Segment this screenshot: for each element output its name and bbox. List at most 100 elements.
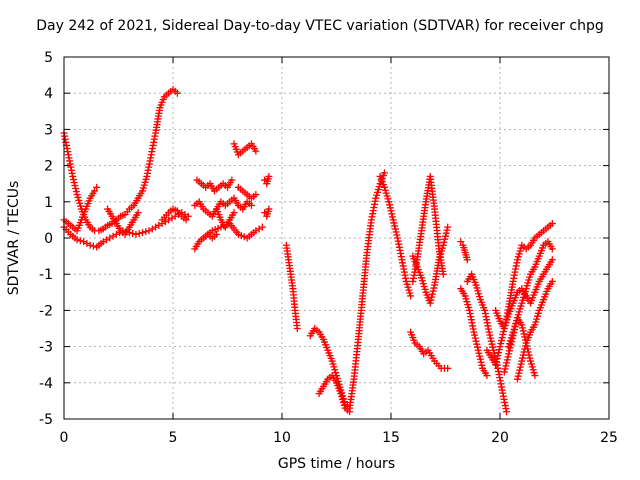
series-arc-2 (60, 209, 192, 251)
y-tick-label: 0 (44, 231, 53, 247)
data-point (213, 230, 221, 238)
series-arc-29 (457, 238, 471, 264)
data-point-interp (471, 334, 479, 342)
data-point (228, 176, 236, 184)
data-point (389, 216, 397, 224)
series-arc-15 (282, 241, 301, 332)
y-tick-label: 2 (44, 159, 53, 175)
data-point-interp (502, 362, 510, 370)
series-arc-23 (463, 270, 511, 416)
data-point (518, 357, 526, 365)
data-point-interp (497, 340, 505, 348)
data-point (182, 216, 190, 224)
data-point-interp (501, 365, 509, 373)
series-arc-13 (261, 172, 273, 188)
series-arc-18 (376, 172, 415, 300)
data-point-interp (486, 331, 494, 339)
data-point-interp (390, 219, 398, 227)
data-point (509, 332, 517, 340)
data-point-interp (89, 242, 97, 250)
data-point-interp (517, 360, 525, 368)
data-point-interp (428, 293, 436, 301)
data-point-interp (519, 327, 527, 335)
data-point-interp (476, 352, 484, 360)
series-arc-28 (500, 314, 539, 380)
data-point-interp (499, 331, 507, 339)
data-point-interp (511, 323, 519, 331)
x-tick-label: 10 (273, 430, 291, 446)
data-point (485, 328, 493, 336)
y-tick-label: -1 (39, 267, 53, 283)
data-point-interp (392, 228, 400, 236)
series-arc-17 (315, 372, 354, 416)
data-point-interp (487, 337, 495, 345)
data-point-interp (69, 175, 77, 183)
data-point-interp (523, 342, 531, 350)
data-point (265, 172, 273, 180)
y-tick-label: 1 (44, 195, 53, 211)
series-arc-14 (261, 205, 273, 220)
data-point-interp (504, 353, 512, 361)
data-point-interp (471, 331, 479, 339)
data-point-interp (388, 213, 396, 221)
data-point-interp (524, 345, 532, 353)
data-point (548, 220, 556, 228)
data-point-interp (386, 204, 394, 212)
data-point-interp (526, 354, 534, 362)
series-arc-19 (409, 172, 447, 285)
y-tick-label: 4 (44, 86, 53, 102)
data-point-interp (489, 343, 497, 351)
x-axis-label: GPS time / hours (277, 456, 396, 472)
data-point-interp (521, 333, 529, 341)
data-point (69, 172, 77, 180)
data-point-interp (487, 334, 495, 342)
data-point (500, 368, 508, 376)
data-point (93, 183, 101, 191)
data-point-interp (443, 226, 451, 234)
data-point (548, 256, 556, 264)
y-tick-label: 5 (44, 50, 53, 66)
data-point-interp (495, 346, 503, 354)
data-point (531, 372, 539, 380)
data-point-interp (510, 329, 518, 337)
plot-frame (63, 56, 610, 420)
data-point (439, 270, 447, 278)
series-arc-7 (191, 194, 255, 220)
data-point-interp (428, 290, 436, 298)
data-point-interp (494, 352, 502, 360)
y-tick-label: -5 (39, 412, 53, 428)
data-point (426, 299, 434, 307)
data-point (293, 325, 301, 332)
data-point (505, 350, 513, 358)
data-point-interp (507, 341, 515, 349)
data-point (483, 372, 491, 380)
data-point-interp (520, 330, 528, 338)
series-arc-1 (60, 86, 181, 235)
data-point-interp (488, 340, 496, 348)
data-point-interp (391, 225, 399, 233)
data-point (86, 241, 94, 249)
data-point-interp (478, 361, 486, 369)
y-tick-label: -2 (39, 303, 53, 319)
data-point (73, 236, 81, 244)
data-point (91, 187, 99, 195)
data-point (346, 408, 354, 416)
x-tick-label: 20 (491, 430, 509, 446)
data-point (385, 198, 393, 206)
y-axis-label: SDTVAR / TECUs (6, 180, 22, 296)
x-tick-label: 25 (600, 430, 618, 446)
data-point-interp (506, 344, 514, 352)
data-point-interp (76, 237, 84, 245)
data-point (492, 361, 500, 369)
data-point-interp (72, 185, 80, 193)
data-point-interp (521, 336, 529, 344)
data-point-interp (475, 349, 483, 357)
data-point-interp (497, 337, 505, 345)
data-point (463, 256, 471, 264)
data-point (173, 89, 181, 97)
data-point-interp (129, 229, 137, 237)
data-point-interp (387, 207, 395, 215)
data-point (252, 191, 260, 199)
data-point-interp (508, 338, 516, 346)
